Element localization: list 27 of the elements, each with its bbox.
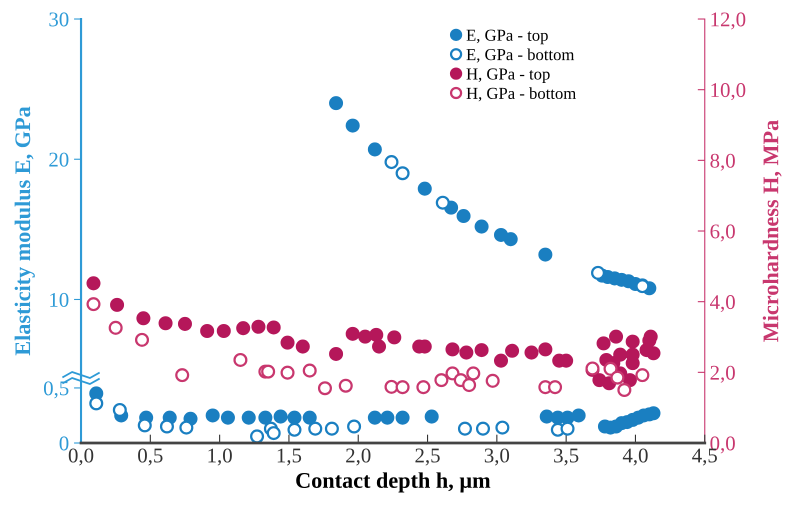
x-tick-label: 4,0 [622, 448, 648, 466]
y2-tick-label: 12,0 [711, 12, 746, 30]
x-tick-label: 3,0 [484, 448, 510, 466]
x-tick-label: 3,5 [554, 448, 578, 466]
x-tick-label: 0,0 [68, 448, 94, 466]
y-axis-title: Elasticity modulus E, GPa [14, 106, 35, 356]
y2-tick-label: 2,0 [710, 366, 735, 383]
y-tick-label: 30 [49, 12, 68, 26]
x-tick-label: 1,5 [278, 448, 302, 466]
y2-tick-label: 8,0 [710, 154, 735, 171]
x-tick-label: 1,0 [208, 448, 232, 466]
y2-tick-label: 6,0 [710, 224, 735, 242]
y2-tick-label: 10,0 [711, 83, 746, 100]
y2-axis-title: Microhardness H, MPa [762, 120, 782, 342]
y-tick-label: 0 [60, 436, 68, 450]
legend-label: H, GPa - top [466, 68, 550, 83]
x-tick-label: 0,5 [138, 448, 163, 466]
legend-label: E, GPa - bottom [466, 48, 574, 63]
legend-label: H, GPa - bottom [466, 87, 576, 102]
x-tick-label: 2,0 [346, 448, 370, 466]
x-axis-title: Contact depth h, µm [296, 472, 490, 492]
legend-label: E, GPa - top [466, 30, 548, 44]
x-tick-label: 2,5 [415, 448, 440, 466]
y2-tick-label: 4,0 [710, 295, 735, 312]
y-tick-label: 20 [49, 152, 68, 167]
y-tick-label: 10 [50, 292, 68, 307]
y-tick-label: 0,5 [44, 381, 68, 398]
